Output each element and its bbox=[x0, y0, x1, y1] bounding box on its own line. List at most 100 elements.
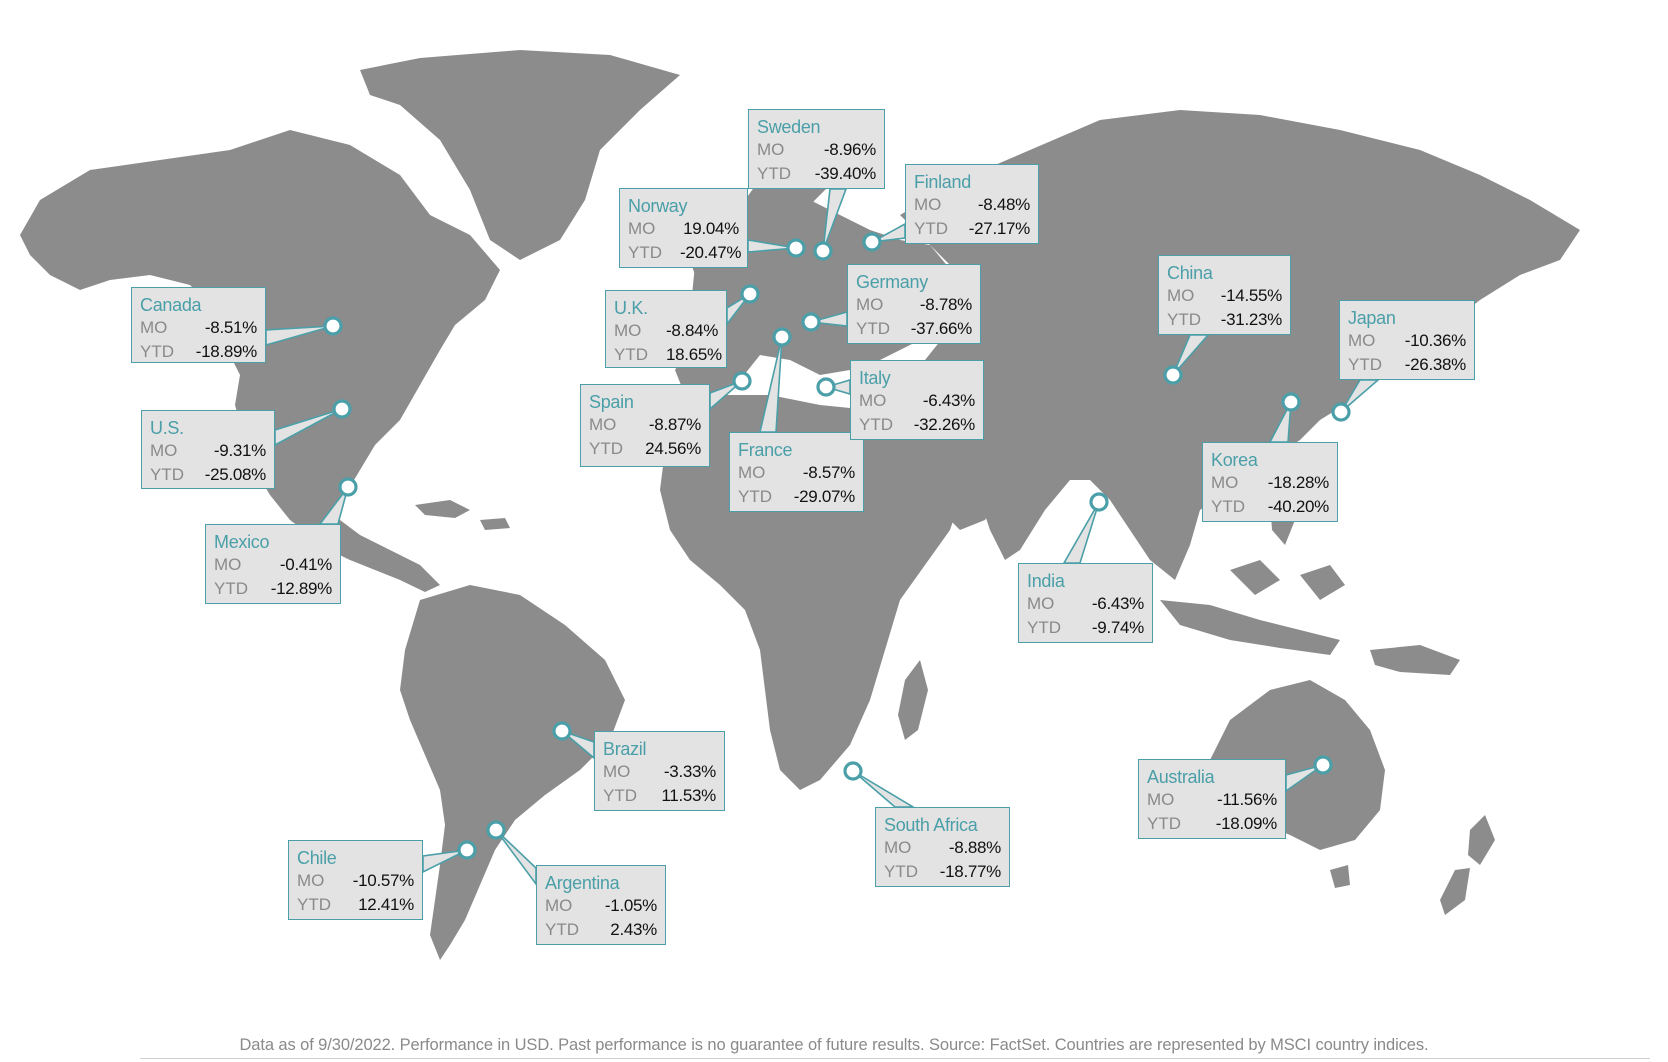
mo-label: MO bbox=[856, 295, 884, 314]
pin-australia[interactable] bbox=[1313, 755, 1333, 775]
mo-label: MO bbox=[914, 195, 942, 214]
ytd-value: -40.20% bbox=[1267, 497, 1330, 516]
country-name: Sweden bbox=[757, 117, 821, 137]
pin-mexico[interactable] bbox=[338, 477, 358, 497]
country-name: Norway bbox=[628, 196, 688, 216]
country-name: Finland bbox=[914, 172, 971, 192]
ytd-row: YTD -29.07% bbox=[738, 485, 855, 509]
callout-south-africa: South Africa MO -8.88% YTD -18.77% bbox=[875, 807, 1010, 887]
mo-row: MO -11.56% bbox=[1147, 788, 1277, 812]
pin-china[interactable] bbox=[1163, 365, 1183, 385]
country-name: Korea bbox=[1211, 450, 1258, 470]
mo-label: MO bbox=[628, 219, 656, 238]
mo-value: -8.88% bbox=[948, 838, 1001, 857]
mo-value: -8.48% bbox=[977, 195, 1030, 214]
pin-spain[interactable] bbox=[732, 371, 752, 391]
mo-row: MO -14.55% bbox=[1167, 284, 1282, 308]
callout-chile: Chile MO -10.57% YTD 12.41% bbox=[288, 840, 423, 920]
pin-argentina[interactable] bbox=[486, 820, 506, 840]
callout-finland: Finland MO -8.48% YTD -27.17% bbox=[905, 164, 1039, 244]
ytd-row: YTD -18.77% bbox=[884, 860, 1001, 884]
ytd-label: YTD bbox=[859, 415, 893, 434]
ytd-label: YTD bbox=[856, 319, 890, 338]
mo-label: MO bbox=[545, 896, 573, 915]
pin-south_africa[interactable] bbox=[843, 761, 863, 781]
mo-row: MO -8.96% bbox=[757, 138, 876, 162]
ytd-value: -27.17% bbox=[968, 219, 1031, 238]
callout-china: China MO -14.55% YTD -31.23% bbox=[1158, 255, 1291, 335]
callout-korea: Korea MO -18.28% YTD -40.20% bbox=[1202, 442, 1338, 522]
pin-korea[interactable] bbox=[1281, 392, 1301, 412]
callout-japan: Japan MO -10.36% YTD -26.38% bbox=[1339, 300, 1475, 380]
country-name: Australia bbox=[1147, 767, 1215, 787]
mo-row: MO -8.84% bbox=[614, 319, 718, 343]
mo-label: MO bbox=[859, 391, 887, 410]
pin-india[interactable] bbox=[1089, 492, 1109, 512]
pin-canada[interactable] bbox=[323, 316, 343, 336]
ytd-value: -18.77% bbox=[939, 862, 1002, 881]
mo-row: MO -8.87% bbox=[589, 413, 701, 437]
mo-value: -6.43% bbox=[922, 391, 975, 410]
mo-value: -11.56% bbox=[1217, 790, 1277, 809]
mo-label: MO bbox=[150, 441, 178, 460]
country-name: Argentina bbox=[545, 873, 620, 893]
ytd-label: YTD bbox=[140, 342, 174, 361]
mo-row: MO -0.41% bbox=[214, 553, 332, 577]
mo-label: MO bbox=[140, 318, 168, 337]
ytd-label: YTD bbox=[628, 243, 662, 262]
leader-argentina bbox=[495, 829, 537, 887]
ytd-label: YTD bbox=[914, 219, 948, 238]
ytd-value: -18.89% bbox=[195, 342, 258, 361]
pin-brazil[interactable] bbox=[552, 721, 572, 741]
pin-italy[interactable] bbox=[816, 377, 836, 397]
country-name: Spain bbox=[589, 392, 634, 412]
mo-label: MO bbox=[884, 838, 912, 857]
pin-uk[interactable] bbox=[740, 284, 760, 304]
callout-spain: Spain MO -8.87% YTD 24.56% bbox=[580, 384, 710, 467]
leader-china bbox=[1172, 334, 1210, 376]
ytd-row: YTD -12.89% bbox=[214, 577, 332, 601]
ytd-row: YTD 12.41% bbox=[297, 893, 414, 917]
ytd-label: YTD bbox=[884, 862, 918, 881]
pin-finland[interactable] bbox=[862, 232, 882, 252]
leader-sweden bbox=[822, 188, 848, 252]
callout-australia: Australia MO -11.56% YTD -18.09% bbox=[1138, 759, 1286, 839]
pin-germany[interactable] bbox=[801, 312, 821, 332]
ytd-label: YTD bbox=[1211, 497, 1245, 516]
pin-japan[interactable] bbox=[1331, 402, 1351, 422]
mo-value: -8.51% bbox=[204, 318, 257, 337]
pin-sweden[interactable] bbox=[813, 241, 833, 261]
country-name: Brazil bbox=[603, 739, 647, 759]
callout-italy: Italy MO -6.43% YTD -32.26% bbox=[850, 360, 984, 440]
callout-uk: U.K. MO -8.84% YTD 18.65% bbox=[605, 290, 727, 368]
pin-chile[interactable] bbox=[457, 840, 477, 860]
ytd-row: YTD 11.53% bbox=[603, 784, 716, 808]
ytd-label: YTD bbox=[1348, 355, 1382, 374]
ytd-value: -25.08% bbox=[204, 465, 267, 484]
mo-label: MO bbox=[1147, 790, 1175, 809]
mo-value: -8.84% bbox=[666, 321, 719, 340]
mo-value: -9.31% bbox=[213, 441, 266, 460]
leader-spain bbox=[709, 380, 743, 411]
pin-france[interactable] bbox=[772, 327, 792, 347]
mo-row: MO -3.33% bbox=[603, 760, 716, 784]
leader-india bbox=[1062, 501, 1100, 564]
ytd-value: 24.56% bbox=[645, 439, 701, 458]
ytd-row: YTD 18.65% bbox=[614, 343, 722, 367]
ytd-value: -32.26% bbox=[913, 415, 976, 434]
pin-us[interactable] bbox=[332, 399, 352, 419]
ytd-value: 18.65% bbox=[666, 345, 722, 364]
ytd-value: -29.07% bbox=[793, 487, 856, 506]
south-america-landmass bbox=[400, 585, 625, 960]
ytd-value: -37.66% bbox=[910, 319, 973, 338]
pin-norway[interactable] bbox=[786, 238, 806, 258]
ytd-label: YTD bbox=[297, 895, 331, 914]
country-name: France bbox=[738, 440, 793, 460]
ytd-label: YTD bbox=[1147, 814, 1181, 833]
country-name: U.K. bbox=[614, 298, 648, 318]
mo-value: -8.96% bbox=[823, 140, 876, 159]
leader-lines bbox=[265, 188, 1381, 887]
ytd-label: YTD bbox=[545, 920, 579, 939]
callout-brazil: Brazil MO -3.33% YTD 11.53% bbox=[594, 731, 725, 811]
country-name: Germany bbox=[856, 272, 928, 292]
